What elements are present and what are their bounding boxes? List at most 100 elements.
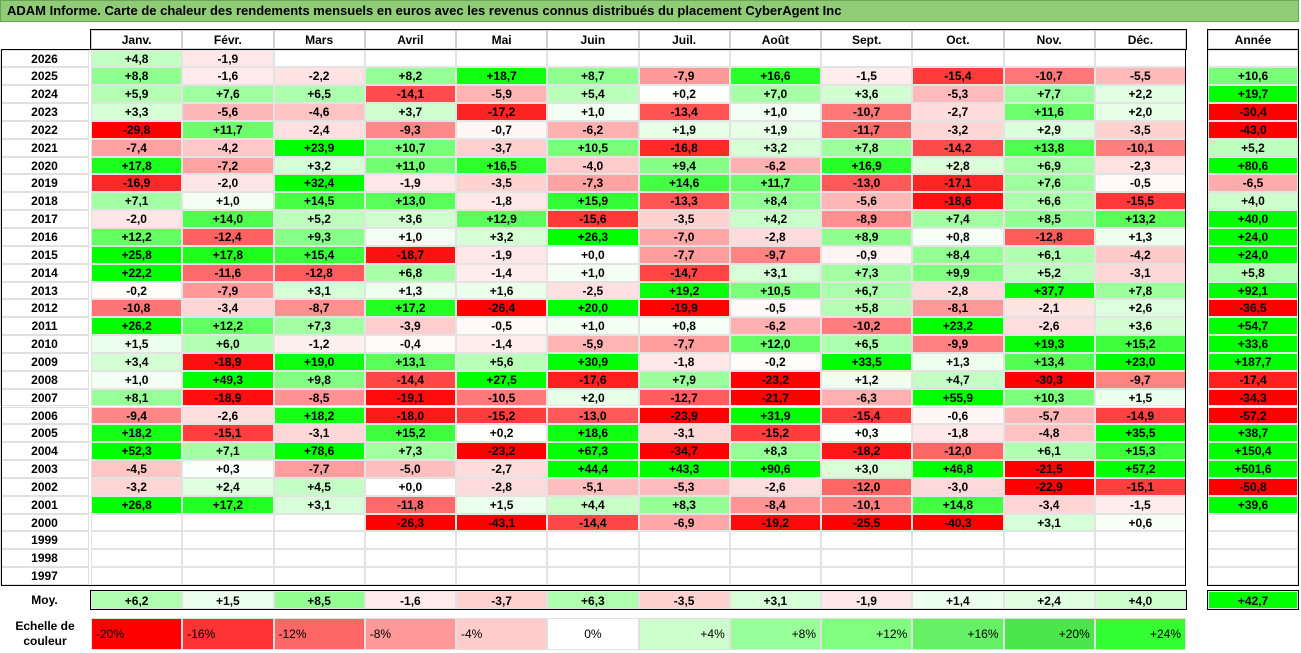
heatmap-cell: +3,6 [364, 210, 456, 228]
heatmap-cell [912, 567, 1004, 585]
heatmap-cell: +1,0 [729, 103, 821, 121]
heatmap-cell: +1,0 [547, 317, 639, 336]
heatmap-cell: +1,3 [1094, 228, 1186, 246]
heatmap-cell: -14,1 [364, 85, 456, 104]
heatmap-cell: +10,5 [547, 138, 639, 157]
heatmap-cell: +6,8 [364, 263, 456, 282]
heatmap-cell [821, 567, 913, 585]
average-cell: -3,5 [638, 591, 730, 609]
heatmap-cell: +13,1 [364, 352, 456, 371]
heatmap-cell: -19,1 [364, 388, 456, 407]
heatmap-cell: -16,8 [638, 138, 730, 157]
heatmap-cell: +15,2 [364, 424, 456, 443]
heatmap-cell: +1,5 [456, 495, 548, 514]
heatmap-cell: +17,2 [182, 495, 274, 514]
scale-swatch: +16% [912, 618, 1004, 650]
heatmap-cell: -5,9 [456, 85, 548, 104]
heatmap-cell: +23,0 [1094, 352, 1186, 371]
heatmap-cell: -7,9 [638, 67, 730, 86]
heatmap-cell: +1,0 [364, 228, 456, 246]
heatmap-cell: -10,8 [91, 299, 183, 318]
heatmap-cell: -22,9 [1003, 477, 1095, 496]
heatmap-cell: +20,0 [547, 299, 639, 318]
heatmap-cell [91, 513, 183, 532]
year-label: 2021 [0, 138, 89, 157]
scale-swatch: -20% [91, 618, 183, 650]
heatmap-cell: +23,9 [273, 138, 365, 157]
heatmap-cell: -18,6 [912, 192, 1004, 211]
heatmap-cell: +23,2 [912, 317, 1004, 336]
heatmap-cell: +32,4 [273, 174, 365, 193]
average-cell: +6,3 [547, 591, 639, 609]
heatmap-cell: +1,9 [638, 120, 730, 139]
heatmap-cell [182, 549, 274, 568]
scale-swatch: 0% [547, 618, 639, 650]
heatmap-cell: +3,2 [456, 228, 548, 246]
heatmap-cell: -9,7 [729, 245, 821, 264]
heatmap-cell: -5,1 [547, 477, 639, 496]
heatmap-cell: +7,8 [1094, 281, 1186, 300]
heatmap-cell: -15,2 [729, 424, 821, 443]
annual-cell: +5,2 [1208, 138, 1298, 157]
heatmap-cell: +0,3 [821, 424, 913, 443]
heatmap-cell: +6,6 [1003, 192, 1095, 211]
heatmap-cell: +8,3 [729, 442, 821, 461]
heatmap-cell: +33,5 [821, 352, 913, 371]
heatmap-cell: +7,3 [364, 442, 456, 461]
heatmap-cell: +6,1 [1003, 442, 1095, 461]
chart-title: ADAM Informe. Carte de chaleur des rende… [0, 0, 1299, 22]
heatmap-cell: -3,1 [273, 424, 365, 443]
heatmap-cell: +25,8 [91, 245, 183, 264]
heatmap-cell: -2,0 [91, 210, 183, 228]
heatmap-cell: -6,2 [547, 120, 639, 139]
year-label: 1997 [0, 567, 89, 585]
heatmap-cell: -10,7 [821, 103, 913, 121]
year-label: 2010 [0, 335, 89, 353]
heatmap-cell: -0,9 [821, 245, 913, 264]
heatmap-cell: -12,0 [821, 477, 913, 496]
heatmap-cell: +26,3 [547, 228, 639, 246]
annual-cell: +54,7 [1208, 317, 1298, 336]
heatmap-cell: -15,4 [912, 67, 1004, 86]
heatmap-cell: -7,3 [547, 174, 639, 193]
heatmap-cell: -5,3 [912, 85, 1004, 104]
heatmap-cell: +1,0 [547, 263, 639, 282]
heatmap-cell: +14,5 [273, 192, 365, 211]
average-cell: -1,6 [364, 591, 456, 609]
heatmap-cell [273, 513, 365, 532]
month-header: Oct. [912, 30, 1004, 49]
heatmap-cell: +16,6 [729, 67, 821, 86]
heatmap-cell: +9,4 [638, 156, 730, 175]
heatmap-cell: -26,3 [364, 513, 456, 532]
heatmap-cell: -26,4 [456, 299, 548, 318]
scale-swatch: -8% [364, 618, 456, 650]
heatmap-cell: -15,4 [821, 406, 913, 425]
heatmap-cell: -2,7 [912, 103, 1004, 121]
annual-cell: +4,0 [1208, 192, 1298, 211]
heatmap-cell: +1,9 [729, 120, 821, 139]
heatmap-cell: -12,8 [273, 263, 365, 282]
heatmap-cell: +6,0 [182, 335, 274, 353]
heatmap-cell: -10,1 [821, 495, 913, 514]
heatmap-cell: +0,8 [638, 317, 730, 336]
heatmap-cell [821, 531, 913, 550]
heatmap-cell: -7,2 [182, 156, 274, 175]
heatmap-cell: -14,7 [638, 263, 730, 282]
heatmap-cell: +14,0 [182, 210, 274, 228]
average-cell: +4,0 [1094, 591, 1186, 609]
heatmap-cell: -15,5 [1094, 192, 1186, 211]
heatmap-cell: +6,1 [1003, 245, 1095, 264]
average-cell: +8,5 [273, 591, 365, 609]
heatmap-cell: -1,9 [364, 174, 456, 193]
heatmap-cell: +16,9 [821, 156, 913, 175]
heatmap-cell [638, 531, 730, 550]
heatmap-cell: +13,4 [1003, 352, 1095, 371]
heatmap-cell: -8,4 [729, 495, 821, 514]
heatmap-cell: +7,8 [821, 138, 913, 157]
annual-cell: +24,0 [1208, 245, 1298, 264]
year-label: 2002 [0, 477, 89, 496]
heatmap-cell: -3,5 [456, 174, 548, 193]
heatmap-cell: -3,5 [1094, 120, 1186, 139]
heatmap-cell: +6,7 [821, 281, 913, 300]
heatmap-cell [456, 531, 548, 550]
